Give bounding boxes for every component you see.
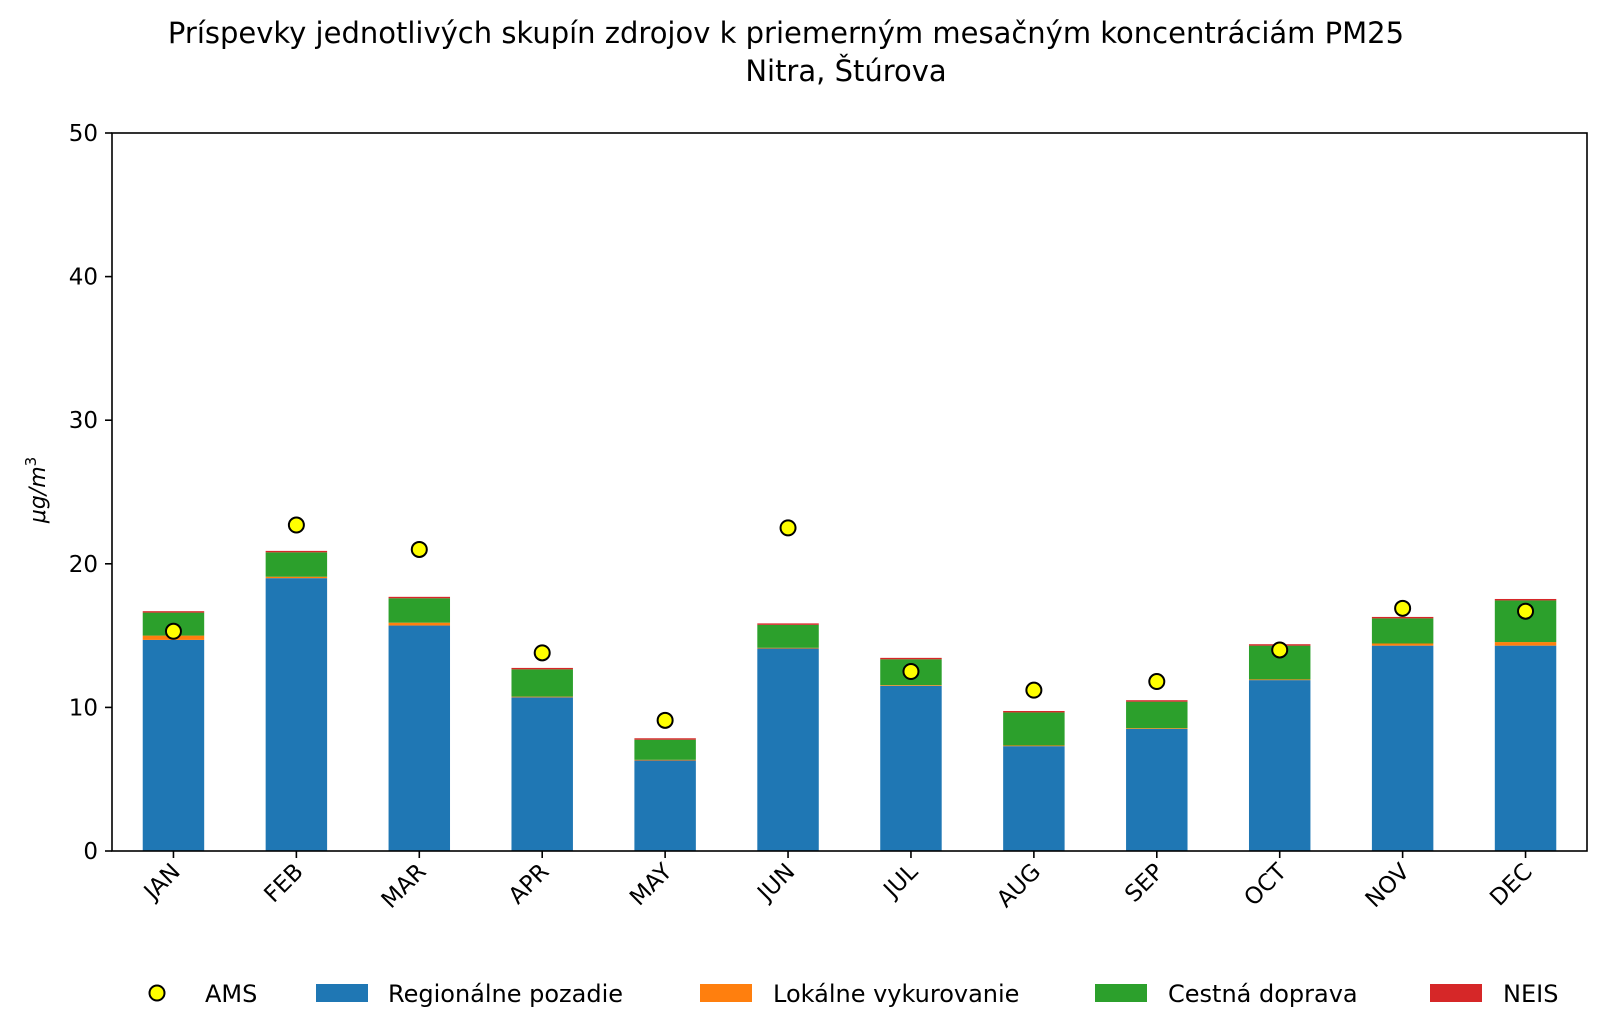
legend-swatch-3	[1095, 984, 1147, 1002]
x-tick-label-may: MAY	[625, 858, 678, 911]
bar-feb-series-0	[265, 578, 328, 851]
bar-mar-series-2	[388, 598, 451, 623]
bar-may-series-3	[634, 738, 696, 740]
x-tick-label-jun: JUN	[752, 859, 801, 908]
bar-sep-series-3	[1126, 700, 1188, 702]
bar-aug-series-2	[1003, 712, 1065, 746]
legend-marker-ams	[148, 984, 166, 1002]
ams-points-group	[164, 516, 1535, 729]
y-axis: 0 10 20 30 40 50	[69, 121, 112, 865]
y-tick-label: 20	[69, 552, 98, 578]
x-tick-label-mar: MAR	[377, 859, 432, 914]
bar-may-series-2	[634, 739, 696, 760]
bar-sep-series-0	[1126, 728, 1188, 851]
ams-point-nov	[1394, 599, 1412, 617]
ams-point-apr	[533, 644, 551, 662]
bar-oct-series-1	[1248, 679, 1311, 681]
x-axis: JAN FEB MAR APR MAY JUN JUL AUG SEP OCT NOV DEC	[138, 851, 1538, 914]
x-tick-label-apr: APR	[504, 859, 555, 910]
ams-point-feb	[287, 516, 305, 534]
bar-jun-series-1	[757, 647, 819, 649]
bar-feb-series-2	[265, 552, 328, 577]
x-tick-label-sep: SEP	[1120, 859, 1169, 908]
x-tick-label-oct: OCT	[1239, 858, 1292, 911]
y-tick-label: 10	[69, 695, 98, 721]
ams-point-sep	[1148, 673, 1166, 691]
ams-point-oct	[1271, 641, 1289, 659]
ams-point-mar	[410, 540, 428, 558]
bar-aug-series-3	[1003, 710, 1065, 713]
chart-title: Príspevky jednotlivých skupín zdrojov k …	[168, 16, 1404, 50]
bar-may-series-1	[634, 759, 696, 761]
bar-apr-series-2	[511, 669, 573, 697]
bar-nov-series-0	[1371, 645, 1434, 851]
bar-feb-series-1	[265, 576, 328, 579]
ams-point-may	[656, 711, 674, 729]
bar-jan-series-0	[142, 639, 205, 851]
x-tick-label-aug: AUG	[992, 859, 1046, 913]
bar-apr-series-0	[511, 697, 573, 851]
bar-mar-series-1	[388, 622, 451, 626]
chart-subtitle: Nitra, Štúrova	[745, 54, 946, 88]
bar-jul-series-1	[880, 685, 942, 686]
bar-dec-series-3	[1494, 598, 1557, 601]
x-tick-label-dec: DEC	[1485, 859, 1538, 912]
legend-label-1: Regionálne pozadie	[388, 980, 623, 1008]
legend-swatch-1	[316, 984, 368, 1002]
legend-label-3: Cestná doprava	[1168, 980, 1358, 1008]
y-tick-label: 40	[69, 265, 98, 291]
bar-oct-series-0	[1248, 680, 1311, 851]
bar-may-series-0	[634, 760, 696, 851]
bar-jan-series-3	[142, 611, 205, 613]
bar-dec-series-0	[1494, 645, 1557, 851]
bar-jun-series-3	[757, 623, 819, 625]
x-tick-label-jul: JUL	[878, 859, 924, 905]
ams-point-jul	[902, 663, 920, 680]
x-tick-label-jan: JAN	[138, 859, 186, 907]
bar-jun-series-2	[757, 624, 819, 648]
ams-point-jan	[164, 622, 182, 640]
bar-sep-series-1	[1126, 728, 1188, 729]
bar-dec-series-1	[1494, 642, 1557, 646]
x-tick-label-feb: FEB	[259, 859, 308, 908]
y-tick-label: 0	[83, 839, 98, 865]
y-tick-label: 50	[69, 121, 98, 147]
bar-aug-series-0	[1003, 746, 1065, 851]
bar-jul-series-0	[880, 685, 942, 851]
bar-mar-series-3	[388, 596, 451, 599]
bar-jun-series-0	[757, 648, 819, 851]
y-axis-label: μg/m3	[22, 457, 51, 524]
bar-mar-series-0	[388, 625, 451, 851]
bar-nov-series-2	[1371, 618, 1434, 644]
legend: AMS Regionálne pozadie Lokálne vykurovanie…	[148, 980, 1558, 1008]
ams-point-jun	[779, 519, 797, 537]
y-tick-label: 30	[69, 408, 98, 434]
legend-swatch-4	[1430, 984, 1482, 1002]
plot-frame	[111, 132, 1588, 852]
ams-point-dec	[1517, 602, 1535, 620]
ams-point-aug	[1025, 681, 1043, 699]
bar-nov-series-1	[1371, 643, 1434, 646]
bars-group	[142, 550, 1557, 851]
bar-sep-series-2	[1126, 701, 1188, 729]
bar-apr-series-3	[511, 667, 573, 670]
bar-aug-series-1	[1003, 745, 1065, 747]
x-tick-label-nov: NOV	[1361, 859, 1415, 913]
legend-label-2: Lokálne vykurovanie	[773, 980, 1019, 1008]
legend-swatch-2	[700, 984, 752, 1002]
legend-label-0: AMS	[205, 980, 257, 1008]
bar-apr-series-1	[511, 696, 573, 698]
bar-nov-series-3	[1371, 616, 1434, 619]
bar-jul-series-3	[880, 657, 942, 660]
legend-label-4: NEIS	[1503, 980, 1558, 1008]
bar-feb-series-3	[265, 550, 328, 553]
